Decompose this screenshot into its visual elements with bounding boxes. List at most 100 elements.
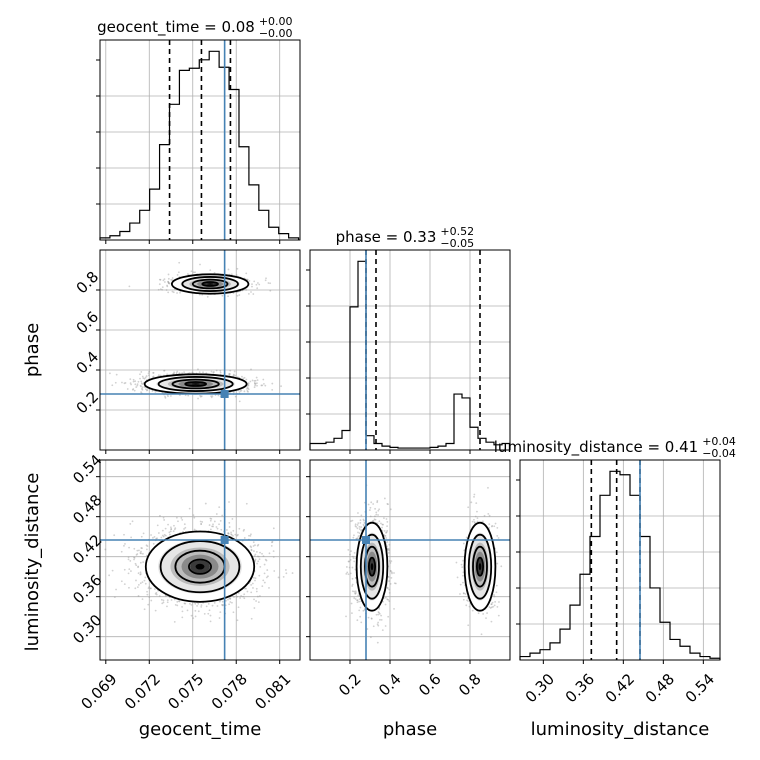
scatter-point	[262, 555, 265, 558]
scatter-point	[233, 373, 235, 376]
scatter-point	[136, 549, 139, 552]
scatter-point	[253, 280, 256, 283]
scatter-point	[352, 557, 355, 560]
scatter-point	[237, 606, 240, 609]
scatter-point	[384, 596, 387, 599]
scatter-point	[213, 371, 215, 373]
scatter-point	[161, 602, 164, 605]
scatter-point	[366, 628, 369, 630]
scatter-point	[262, 579, 265, 582]
scatter-point	[264, 558, 267, 561]
scatter-point	[120, 580, 123, 583]
scatter-point	[250, 368, 252, 371]
scatter-point	[228, 373, 231, 376]
scatter-point	[170, 278, 173, 281]
scatter-point	[386, 502, 389, 505]
scatter-point	[246, 278, 249, 281]
scatter-point	[135, 386, 138, 388]
scatter-point	[353, 534, 355, 537]
scatter-point	[250, 533, 252, 536]
scatter-point	[167, 280, 169, 283]
scatter-point	[256, 555, 259, 558]
scatter-point	[388, 591, 391, 594]
scatter-point	[233, 596, 235, 598]
scatter-point	[356, 524, 359, 526]
scatter-point	[239, 597, 242, 599]
scatter-point	[144, 576, 147, 579]
scatter-point	[212, 523, 214, 526]
scatter-point	[254, 553, 257, 556]
scatter-point	[383, 535, 386, 537]
scatter-point	[131, 520, 134, 523]
scatter-point	[245, 378, 248, 381]
hist-panel-geocent_time	[100, 40, 300, 240]
scatter-point	[183, 523, 186, 526]
scatter-point	[254, 379, 257, 382]
scatter-point	[386, 598, 389, 601]
scatter-point	[134, 587, 137, 590]
scatter-point	[241, 375, 243, 378]
scatter-point	[167, 395, 169, 398]
scatter-point	[186, 609, 189, 612]
scatter-point	[216, 527, 219, 530]
scatter-point	[360, 526, 363, 528]
scatter-point	[128, 586, 130, 589]
scatter-point	[157, 374, 160, 377]
scatter-point	[135, 579, 137, 582]
scatter-point	[160, 598, 163, 601]
scatter-point	[199, 394, 202, 397]
scatter-point	[246, 388, 248, 390]
scatter-point	[352, 536, 355, 539]
scatter-point	[152, 542, 155, 545]
scatter-point	[254, 558, 257, 561]
scatter-point	[143, 377, 146, 380]
scatter-point	[176, 292, 178, 294]
scatter-point	[163, 278, 166, 281]
scatter-point	[139, 373, 141, 376]
scatter-point	[137, 595, 140, 597]
scatter-point	[232, 529, 235, 532]
scatter-point	[243, 528, 245, 531]
scatter-point	[136, 383, 139, 386]
scatter-point	[269, 289, 272, 292]
scatter-point	[350, 550, 352, 553]
scatter-point	[141, 598, 144, 600]
scatter-point	[139, 573, 142, 576]
scatter-point	[374, 518, 377, 521]
scatter-point	[113, 596, 116, 599]
scatter-point	[155, 591, 158, 594]
scatter-point	[208, 609, 211, 612]
scatter-point	[357, 512, 359, 514]
scatter-point	[386, 525, 388, 528]
scatter-point	[148, 596, 151, 599]
scatter-point	[378, 611, 380, 614]
scatter-point	[387, 503, 389, 506]
scatter-point	[176, 604, 179, 607]
scatter-point	[268, 587, 270, 589]
scatter-point	[197, 368, 199, 371]
scatter-point	[157, 532, 160, 534]
scatter-point	[168, 282, 170, 285]
scatter-point	[164, 395, 166, 398]
scatter-point	[169, 533, 171, 536]
scatter-point	[387, 551, 390, 554]
scatter-point	[156, 537, 159, 540]
scatter-point	[129, 560, 132, 562]
scatter-point	[158, 595, 161, 597]
scatter-point	[261, 384, 264, 387]
scatter-point	[352, 555, 354, 558]
scatter-point	[378, 607, 381, 610]
scatter-point	[345, 572, 348, 575]
scatter-point	[362, 609, 365, 612]
scatter-point	[228, 526, 231, 528]
scatter-point	[173, 371, 175, 374]
scatter-point	[377, 613, 380, 616]
scatter-point	[162, 535, 165, 538]
scatter-point	[230, 533, 232, 536]
scatter-point	[130, 536, 133, 539]
scatter-point	[188, 602, 191, 605]
scatter-point	[178, 372, 181, 375]
scatter-point	[354, 525, 357, 527]
hist-panel-phase	[310, 250, 510, 450]
scatter-point	[183, 371, 186, 374]
